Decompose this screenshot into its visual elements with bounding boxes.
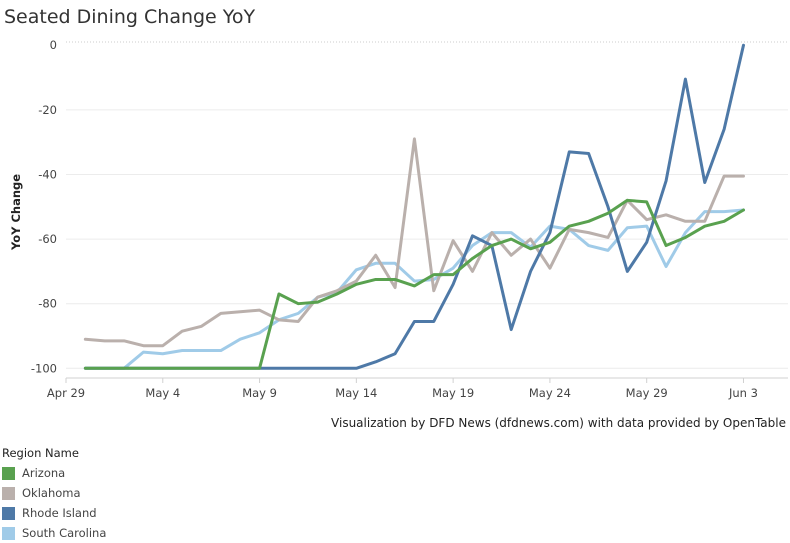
x-tick-label: May 19 bbox=[432, 386, 474, 400]
y-tick-label: -40 bbox=[38, 167, 57, 181]
series-line-south-carolina bbox=[83, 208, 745, 370]
legend-swatch bbox=[2, 526, 15, 540]
legend-label: Oklahoma bbox=[22, 486, 81, 500]
legend-label: Rhode Island bbox=[22, 506, 97, 520]
x-tick-label: Apr 29 bbox=[47, 386, 85, 400]
legend-label: Arizona bbox=[22, 466, 66, 480]
chart-title: Seated Dining Change YoY bbox=[4, 6, 256, 28]
series-lines bbox=[83, 43, 745, 370]
source-credit: Visualization by DFD News (dfdnews.com) … bbox=[331, 416, 786, 430]
y-tick-label: -60 bbox=[38, 232, 57, 246]
y-tick-label: -20 bbox=[38, 103, 57, 117]
legend-swatch bbox=[2, 466, 15, 480]
series-line-arizona bbox=[83, 198, 745, 370]
y-tick-label: -80 bbox=[38, 297, 57, 311]
x-tick-label: May 4 bbox=[145, 386, 180, 400]
legend-item-south-carolina[interactable]: South Carolina bbox=[2, 523, 106, 543]
y-axis-label: YoY Change bbox=[9, 174, 23, 251]
y-tick-label: 0 bbox=[50, 38, 57, 52]
series-line-oklahoma bbox=[83, 137, 745, 348]
series-line-rhode-island bbox=[83, 43, 745, 370]
x-tick-label: May 9 bbox=[242, 386, 277, 400]
legend-item-arizona[interactable]: Arizona bbox=[2, 463, 106, 483]
x-tick-label: May 14 bbox=[335, 386, 377, 400]
axes: 0 -20 -40 -60 -80 -100 Apr 29 May 4 May 9 May 14 M… bbox=[31, 38, 788, 400]
x-tick-label: Jun 3 bbox=[728, 386, 758, 400]
legend-item-rhode-island[interactable]: Rhode Island bbox=[2, 503, 106, 523]
legend-swatch bbox=[2, 486, 15, 500]
x-tick-label: May 29 bbox=[626, 386, 668, 400]
y-tick-label: -100 bbox=[31, 361, 57, 375]
legend-item-oklahoma[interactable]: Oklahoma bbox=[2, 483, 106, 503]
gridlines bbox=[66, 41, 788, 369]
legend-label: South Carolina bbox=[22, 526, 107, 540]
x-tick-label: May 24 bbox=[529, 386, 571, 400]
line-chart: 0 -20 -40 -60 -80 -100 Apr 29 May 4 May 9 May 14 M… bbox=[9, 38, 788, 400]
legend-swatch bbox=[2, 506, 15, 520]
legend: Region Name Arizona Oklahoma Rhode Island S… bbox=[2, 446, 106, 543]
legend-title: Region Name bbox=[2, 446, 79, 460]
